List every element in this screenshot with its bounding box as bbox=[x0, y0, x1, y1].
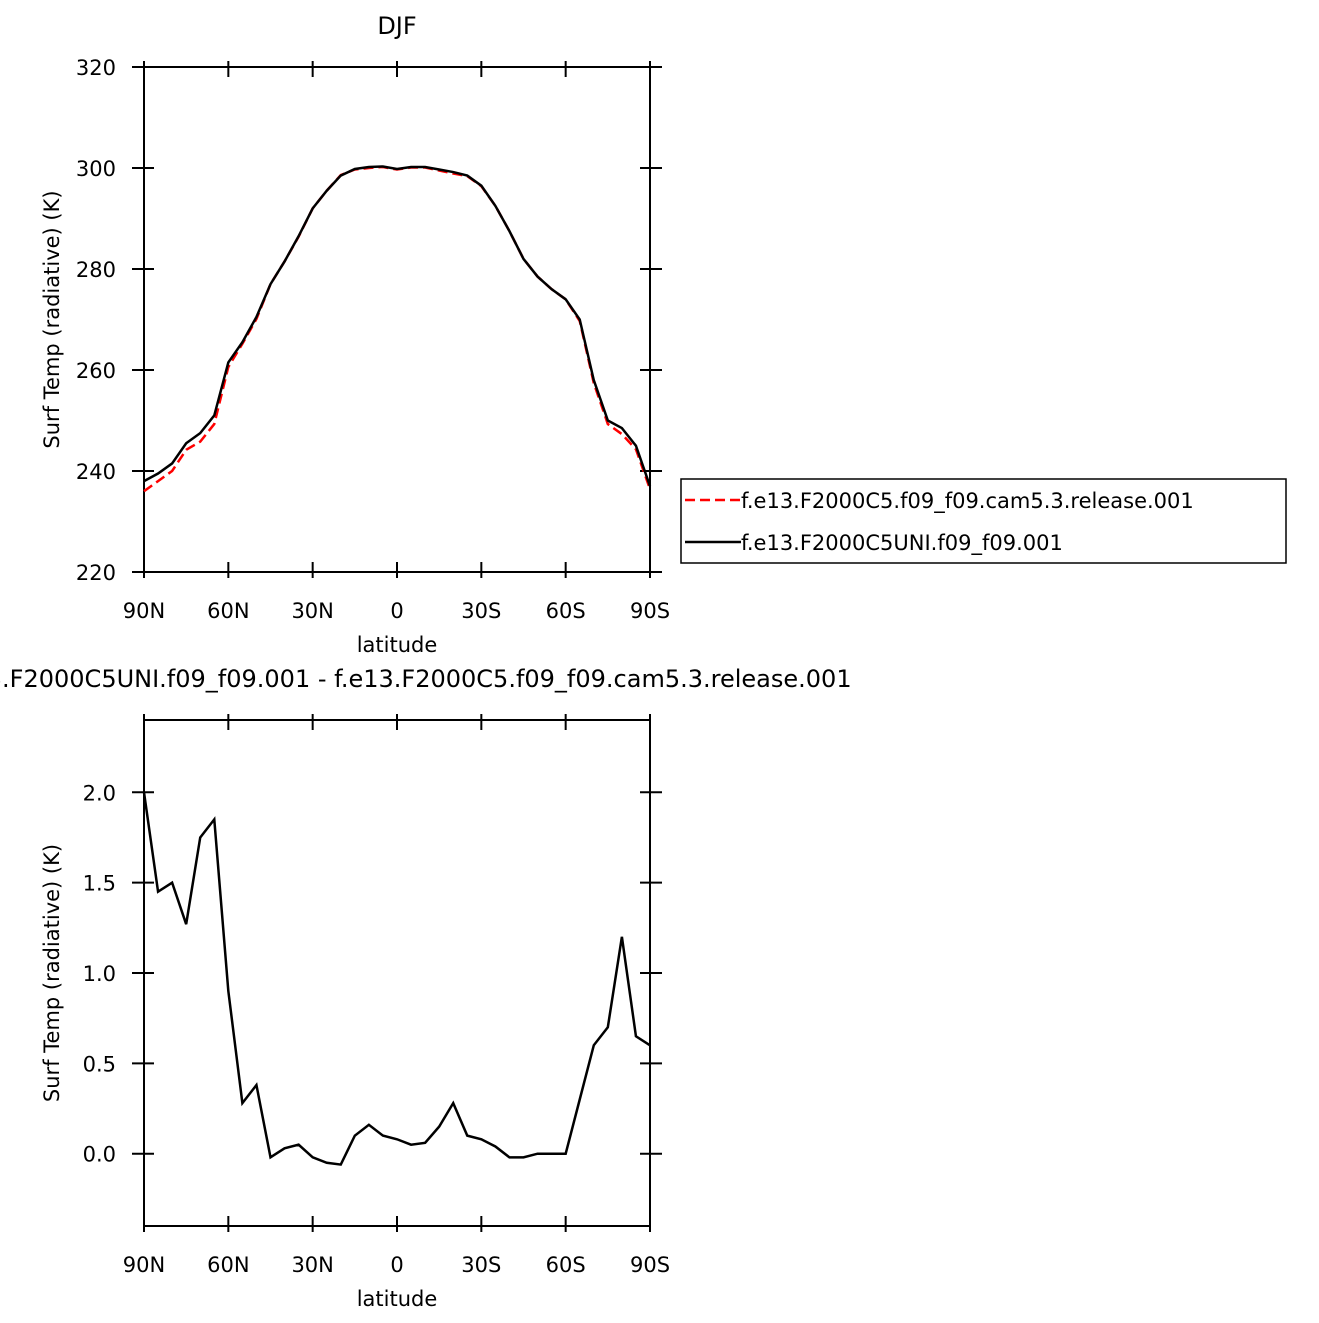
y-axis-label: Surf Temp (radiative) (K) bbox=[40, 844, 64, 1102]
y-tick-label: 0.5 bbox=[83, 1052, 116, 1076]
y-tick-label: 2.0 bbox=[83, 781, 116, 805]
x-tick-label: 60N bbox=[207, 1253, 249, 1277]
x-tick-label: 30S bbox=[461, 599, 501, 623]
x-tick-label: 90S bbox=[630, 599, 670, 623]
y-tick-label: 0.0 bbox=[83, 1143, 116, 1167]
chart-title: f.e13.F2000C5UNI.f09_f09.001 - f.e13.F20… bbox=[0, 665, 852, 693]
series-line bbox=[142, 792, 651, 1166]
x-tick-label: 30N bbox=[291, 599, 333, 623]
y-axis-label: Surf Temp (radiative) (K) bbox=[40, 190, 64, 448]
y-tick-label: 300 bbox=[76, 157, 116, 181]
plot-frame bbox=[143, 719, 651, 1227]
y-tick-label: 220 bbox=[76, 561, 116, 585]
legend-box bbox=[680, 478, 1287, 564]
x-tick-label: 60N bbox=[207, 599, 249, 623]
x-axis-label: latitude bbox=[357, 633, 438, 657]
x-tick-label: 90N bbox=[123, 599, 165, 623]
y-tick-label: 1.5 bbox=[83, 872, 116, 896]
plot-frame bbox=[143, 66, 651, 573]
x-tick-label: 0 bbox=[390, 1253, 403, 1277]
y-tick-label: 320 bbox=[76, 56, 116, 80]
x-tick-label: 90S bbox=[630, 1253, 670, 1277]
x-tick-label: 90N bbox=[123, 1253, 165, 1277]
x-axis-label: latitude bbox=[357, 1287, 438, 1311]
x-tick-label: 60S bbox=[546, 1253, 586, 1277]
y-tick-label: 240 bbox=[76, 460, 116, 484]
chart-title: DJF bbox=[377, 12, 416, 40]
y-tick-label: 1.0 bbox=[83, 962, 116, 986]
x-tick-label: 60S bbox=[546, 599, 586, 623]
legend-label: f.e13.F2000C5.f09_f09.cam5.3.release.001 bbox=[741, 489, 1194, 514]
y-tick-label: 260 bbox=[76, 359, 116, 383]
x-tick-label: 30S bbox=[461, 1253, 501, 1277]
series-line bbox=[143, 165, 652, 487]
series-line bbox=[143, 165, 652, 493]
y-tick-label: 280 bbox=[76, 258, 116, 282]
x-tick-label: 30N bbox=[291, 1253, 333, 1277]
x-tick-label: 0 bbox=[390, 599, 403, 623]
legend-label: f.e13.F2000C5UNI.f09_f09.001 bbox=[741, 531, 1063, 556]
